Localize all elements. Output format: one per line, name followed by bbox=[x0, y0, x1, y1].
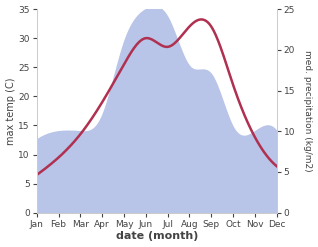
X-axis label: date (month): date (month) bbox=[115, 231, 198, 242]
Y-axis label: max temp (C): max temp (C) bbox=[5, 77, 16, 145]
Y-axis label: med. precipitation (kg/m2): med. precipitation (kg/m2) bbox=[303, 50, 313, 172]
